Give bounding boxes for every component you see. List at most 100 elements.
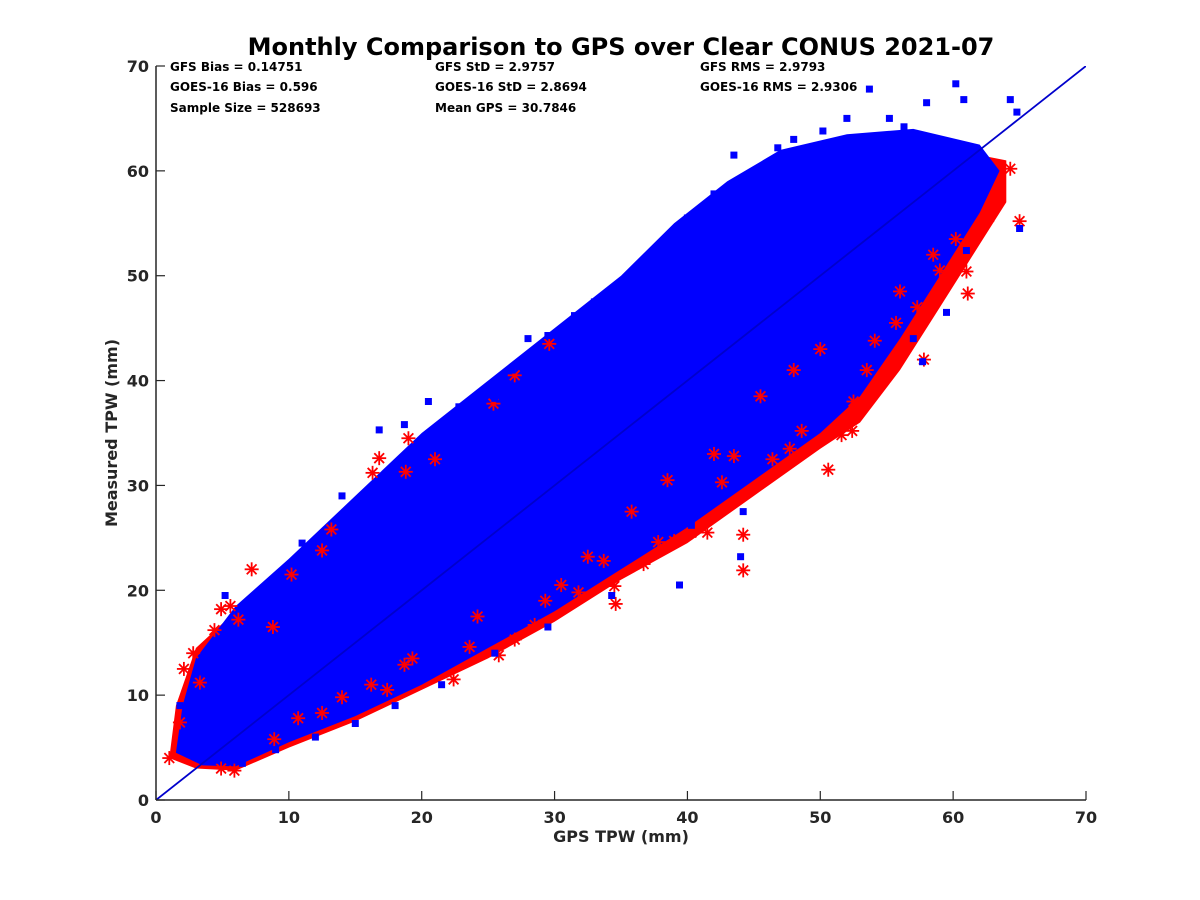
goes-point xyxy=(1016,225,1024,232)
gfs-point xyxy=(700,525,715,540)
gfs-point xyxy=(446,672,461,687)
goes-point xyxy=(885,114,893,122)
gfs-point xyxy=(380,682,395,697)
gfs-point xyxy=(507,632,522,647)
gfs-point xyxy=(462,639,477,654)
gfs-point xyxy=(1003,161,1018,176)
x-tick-label: 70 xyxy=(1075,808,1097,827)
gfs-point xyxy=(596,553,611,568)
goes-point xyxy=(424,398,432,405)
goes-point xyxy=(491,649,499,657)
goes-point xyxy=(221,592,229,599)
gfs-point xyxy=(878,367,893,382)
gfs-point xyxy=(192,675,207,690)
goes-point xyxy=(544,332,552,339)
gfs-point xyxy=(834,428,849,443)
gfs-point xyxy=(667,534,682,549)
goes-point xyxy=(919,358,927,366)
reference-line-group xyxy=(156,66,1086,800)
gfs-point xyxy=(364,677,379,692)
goes-point xyxy=(311,733,319,741)
gfs-point xyxy=(372,451,387,466)
goes-point xyxy=(571,312,578,320)
gfs-point xyxy=(554,578,569,593)
goes-point xyxy=(375,426,383,434)
y-tick-label: 20 xyxy=(127,581,149,600)
goes-point xyxy=(455,403,463,411)
gfs-point xyxy=(753,389,768,404)
goes-point xyxy=(819,127,827,135)
x-axis-label: GPS TPW (mm) xyxy=(553,827,689,846)
goes-point xyxy=(683,214,691,222)
gfs-point xyxy=(176,661,191,676)
goes-point xyxy=(338,492,346,500)
gfs-point xyxy=(324,522,339,537)
goes-point xyxy=(960,96,968,104)
stat-goes-rms: GOES-16 RMS = 2.9306 xyxy=(700,80,857,94)
gfs-point xyxy=(244,562,259,577)
x-tick-label: 60 xyxy=(942,808,964,827)
gfs-point xyxy=(172,715,187,730)
x-tick-label: 10 xyxy=(278,808,300,827)
gfs-point xyxy=(970,226,985,241)
goes-point xyxy=(272,746,280,754)
gfs-point xyxy=(813,342,828,357)
gfs-point xyxy=(726,449,741,464)
chart-title: Monthly Comparison to GPS over Clear CON… xyxy=(248,33,995,61)
gfs-point xyxy=(845,423,860,438)
gfs-point xyxy=(227,763,242,778)
gfs-point xyxy=(624,504,639,519)
stat-gfs-bias: GFS Bias = 0.14751 xyxy=(170,60,302,74)
gfs-point xyxy=(398,464,413,479)
gfs-point xyxy=(315,543,330,558)
goes-point xyxy=(238,759,246,767)
y-tick-label: 30 xyxy=(127,476,149,495)
goes-point xyxy=(624,280,632,288)
gfs-point xyxy=(960,286,975,301)
gfs-point xyxy=(315,705,330,720)
gfs-point xyxy=(867,333,882,348)
y-tick-label: 10 xyxy=(127,686,149,705)
gfs-point xyxy=(910,300,925,315)
gfs-point xyxy=(765,452,780,467)
gfs-point xyxy=(794,423,809,438)
gfs-point xyxy=(538,593,553,608)
goes-point xyxy=(737,553,745,561)
gfs-point xyxy=(214,761,229,776)
gfs-point xyxy=(207,623,222,638)
goes-point xyxy=(438,681,446,689)
x-tick-label: 50 xyxy=(809,808,831,827)
gfs-point xyxy=(859,363,874,378)
gfs-point xyxy=(405,651,420,666)
gfs-point xyxy=(786,363,801,378)
x-tick-label: 20 xyxy=(411,808,433,827)
gfs-point xyxy=(651,535,666,550)
goes-point xyxy=(739,508,747,516)
gfs-point xyxy=(782,441,797,456)
gfs-point xyxy=(365,465,380,480)
goes-point xyxy=(676,581,683,589)
axes xyxy=(155,66,1086,801)
gfs-point xyxy=(982,209,997,224)
ticks: 0 10 20 30 40 50 60 70 0 10 20 30 40 50 60 70 xyxy=(127,57,1097,827)
goes-point xyxy=(790,135,798,143)
gfs-point xyxy=(607,579,622,594)
goes-point xyxy=(865,85,873,93)
gfs-point xyxy=(335,690,349,705)
gfs-point xyxy=(986,197,1000,212)
gfs-point xyxy=(571,585,586,600)
gfs-point xyxy=(893,284,907,299)
gfs-point xyxy=(608,596,623,611)
goes-point xyxy=(590,565,598,573)
gfs-point xyxy=(223,599,238,614)
gfs-point xyxy=(714,475,729,490)
goes-point xyxy=(909,335,917,343)
goes-point xyxy=(524,335,532,343)
gfs-point xyxy=(1012,214,1027,229)
goes-point-cloud xyxy=(175,128,1000,767)
gfs-point xyxy=(231,612,246,627)
gfs-point xyxy=(397,657,412,672)
goes-point xyxy=(192,670,200,678)
gfs-point xyxy=(948,232,963,247)
